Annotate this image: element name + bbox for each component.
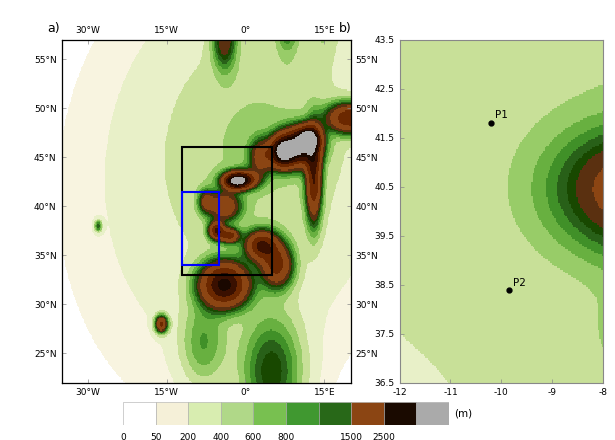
Bar [221,402,253,425]
Bar [384,402,416,425]
Text: 1500: 1500 [339,433,363,440]
Bar [351,402,384,425]
Text: 600: 600 [245,433,262,440]
Text: b): b) [339,22,352,36]
Text: 0: 0 [120,433,126,440]
Text: 50: 50 [150,433,161,440]
Bar [188,402,221,425]
Bar [286,402,319,425]
Text: P2: P2 [513,278,526,288]
Bar [319,402,351,425]
Text: a): a) [47,22,60,36]
Bar [156,402,188,425]
Text: 2500: 2500 [372,433,395,440]
Bar [183,191,219,265]
Text: 200: 200 [180,433,197,440]
Text: 400: 400 [212,433,229,440]
Bar [123,402,156,425]
Bar [416,402,449,425]
Text: P1: P1 [495,110,508,120]
Bar [183,147,272,275]
Bar [253,402,286,425]
Text: (m): (m) [454,408,472,418]
Text: 800: 800 [277,433,295,440]
